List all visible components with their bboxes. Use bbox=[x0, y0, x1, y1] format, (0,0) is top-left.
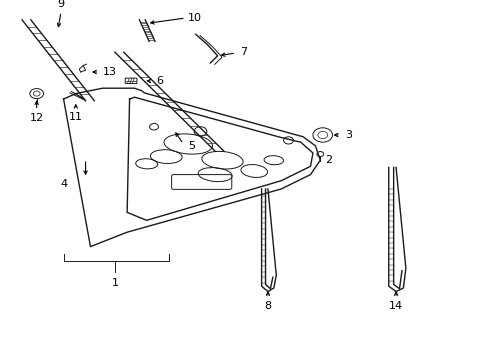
Text: 13: 13 bbox=[102, 67, 117, 77]
Circle shape bbox=[33, 91, 40, 96]
Text: 14: 14 bbox=[388, 301, 402, 311]
Text: 1: 1 bbox=[111, 278, 118, 288]
Text: 7: 7 bbox=[239, 47, 246, 57]
Text: 9: 9 bbox=[58, 0, 64, 9]
Text: 10: 10 bbox=[188, 13, 202, 23]
Text: 6: 6 bbox=[156, 76, 163, 86]
Text: 5: 5 bbox=[188, 141, 195, 151]
Text: 4: 4 bbox=[60, 179, 67, 189]
Text: 12: 12 bbox=[30, 113, 43, 123]
Text: 8: 8 bbox=[264, 301, 271, 311]
Circle shape bbox=[30, 89, 43, 99]
Text: 11: 11 bbox=[69, 112, 82, 122]
Text: 3: 3 bbox=[344, 130, 351, 140]
FancyBboxPatch shape bbox=[125, 78, 137, 84]
Text: 2: 2 bbox=[325, 155, 332, 165]
